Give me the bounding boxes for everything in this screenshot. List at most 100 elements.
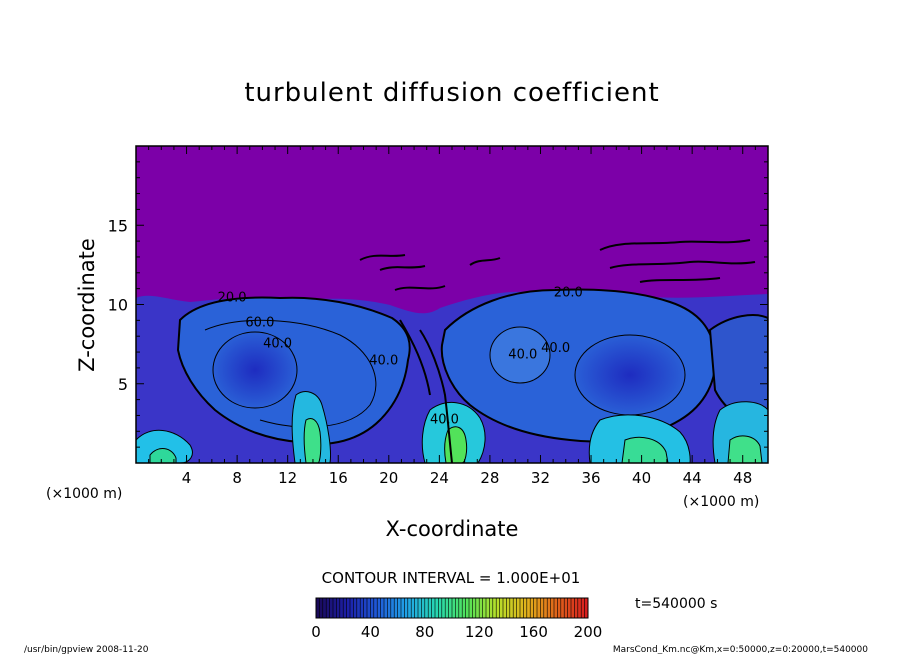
x-unit-right: (×1000 m) [683, 494, 759, 510]
colorbar-segment [581, 598, 586, 618]
colorbar-segment [407, 598, 412, 618]
contour-label: 40.0 [508, 347, 537, 362]
colorbar-segment [404, 598, 409, 618]
colorbar-segment [363, 598, 368, 618]
colorbar-tick-label: 0 [311, 623, 321, 641]
contour-label: 20.0 [554, 286, 583, 301]
colorbar-segment [455, 598, 460, 618]
x-tick-label: 44 [683, 469, 702, 487]
colorbar-segment [499, 598, 504, 618]
x-tick-label: 48 [733, 469, 752, 487]
colorbar-segment [435, 598, 439, 618]
time-label: t=540000 s [635, 596, 717, 612]
colorbar-segment [384, 598, 388, 618]
colorbar-segment [380, 598, 385, 618]
x-tick-label: 4 [182, 469, 192, 487]
colorbar-segment [360, 598, 365, 618]
x-axis-title: X-coordinate [386, 517, 519, 541]
colorbar-segment [438, 598, 443, 618]
colorbar-segment [339, 598, 344, 618]
edge-green [727, 435, 763, 463]
colorbar-segment [574, 598, 579, 618]
colorbar-segment [540, 598, 545, 618]
colorbar-segment [560, 598, 565, 618]
right-edge-region [708, 314, 768, 422]
colorbar-tick-label: 200 [574, 623, 603, 641]
colorbar-segment [486, 598, 490, 618]
colorbar-segment [492, 598, 497, 618]
contour-label: 40.0 [263, 336, 292, 351]
x-tick-label: 40 [632, 469, 651, 487]
colorbar-segment [322, 598, 327, 618]
colorbar-segment [421, 598, 426, 618]
colorbar-segment [509, 598, 514, 618]
contour-interval: CONTOUR INTERVAL = 1.000E+01 [322, 569, 581, 587]
colorbar-segment [343, 598, 348, 618]
colorbar-segment [469, 598, 473, 618]
colorbar-segment [329, 598, 334, 618]
right-eddy-core [574, 334, 686, 416]
colorbar-segment [353, 598, 358, 618]
colorbar-segment [428, 598, 433, 618]
colorbar-segment [465, 598, 470, 618]
y-axis-title: Z-coordinate [75, 238, 99, 372]
colorbar-segment [503, 598, 507, 618]
colorbar-segment [370, 598, 375, 618]
colorbar-segment [346, 598, 351, 618]
colorbar-segment [472, 598, 477, 618]
colorbar-ticks: 0 40 80 120 160 200 [311, 623, 602, 641]
center-boundary [399, 319, 453, 463]
colorbar-segment [520, 598, 524, 618]
colorbar-segment [418, 598, 422, 618]
colorbar-segment [390, 598, 395, 618]
colorbar-segment [441, 598, 446, 618]
colorbar-segment [526, 598, 531, 618]
colorbar-tick-label: 160 [519, 623, 548, 641]
colorbar-segment [326, 598, 331, 618]
colorbar-segment [397, 598, 402, 618]
colorbar-segment [475, 598, 480, 618]
colorbar-segment [554, 598, 558, 618]
plot-area: 20.0 60.0 40.0 40.0 40.0 40.0 40.0 20.0 [136, 146, 768, 463]
colorbar-segment [445, 598, 450, 618]
colorbar-segment [414, 598, 419, 618]
colorbar-segment [530, 598, 535, 618]
colorbar-tick-label: 80 [415, 623, 434, 641]
colorbar-segment [543, 598, 548, 618]
y-tick-label: 15 [108, 216, 128, 235]
colorbar-segment [533, 598, 538, 618]
colorbar-segment [458, 598, 463, 618]
colorbar-segment [571, 598, 575, 618]
colorbar-segment [394, 598, 399, 618]
colorbar-segment [431, 598, 436, 618]
colorbar-segment [462, 598, 467, 618]
colorbar-segment [411, 598, 416, 618]
x-tick-label: 32 [531, 469, 550, 487]
y-axis: 5 10 15 [108, 161, 768, 448]
colorbar-segment [523, 598, 528, 618]
colorbar-segment [387, 598, 392, 618]
footer-left: /usr/bin/gpview 2008-11-20 [24, 645, 149, 654]
colorbar-segment [401, 598, 405, 618]
colorbar-segment [584, 598, 589, 618]
colorbar-segment [567, 598, 572, 618]
x-unit-left: (×1000 m) [46, 486, 122, 502]
column-green-1 [303, 418, 322, 463]
contour-labels: 20.0 60.0 40.0 40.0 40.0 40.0 40.0 20.0 [218, 286, 583, 428]
left-eddy-core [212, 331, 298, 409]
colorbar-segment [367, 598, 371, 618]
footer-right: MarsCond_Km.nc@Km,x=0:50000,z=0:20000,t=… [613, 645, 868, 654]
colorbar [315, 597, 589, 619]
colorbar-segment [319, 598, 324, 618]
x-tick-label: 36 [581, 469, 600, 487]
colorbar-segment [513, 598, 518, 618]
colorbar-segment [377, 598, 382, 618]
colorbar-segment [564, 598, 569, 618]
y-tick-label: 5 [118, 375, 128, 394]
right-eddy-inner [489, 326, 551, 384]
colorbar-segment [550, 598, 555, 618]
contour-label: 40.0 [369, 354, 398, 369]
contour-label: 40.0 [430, 412, 459, 427]
colorbar-segment [316, 598, 320, 618]
